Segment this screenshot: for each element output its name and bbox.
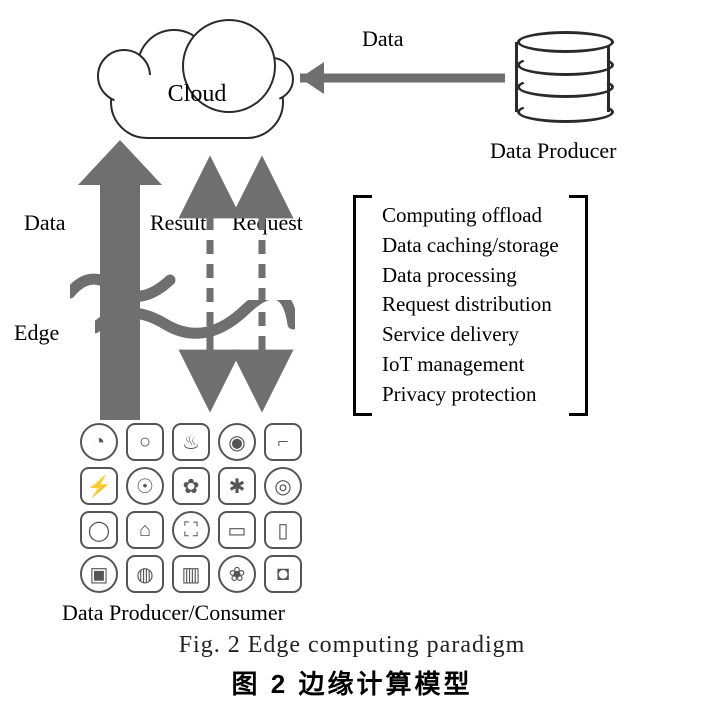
cloud-node: Cloud (110, 65, 284, 139)
cloud-label: Cloud (112, 81, 282, 108)
arrow-db-to-cloud (300, 62, 505, 94)
diagram-stage: Cloud Data Producer Data Data Edge Resul… (0, 0, 704, 697)
caption-zh: 图 2 边缘计算模型 (0, 664, 704, 701)
database-node (515, 42, 610, 112)
edge-wave-2 (95, 300, 295, 345)
caption-en: Fig. 2 Edge computing paradigm (0, 632, 704, 659)
